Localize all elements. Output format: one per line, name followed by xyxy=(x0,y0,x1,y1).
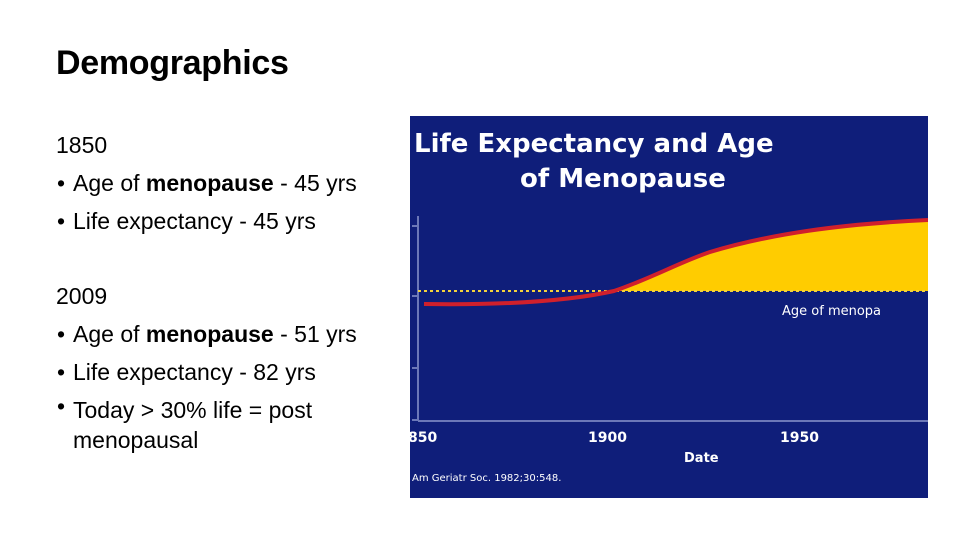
figure-image: Life Expectancy and Age of Menopause Age… xyxy=(410,116,928,498)
figure-title-line1: Life Expectancy and Age xyxy=(414,129,774,159)
bullet-content: 1850 Age of menopause - 45 yrs Life expe… xyxy=(56,126,416,455)
figure-title-line2: of Menopause xyxy=(520,164,726,194)
bullet-2009-life-expectancy: Life expectancy - 82 yrs xyxy=(56,353,416,391)
post-menopause-area xyxy=(614,220,928,291)
menopause-series-label: Age of menopa xyxy=(782,304,881,319)
section-heading-1850: 1850 xyxy=(56,132,108,158)
bullet-2009-menopause: Age of menopause - 51 yrs xyxy=(56,315,416,353)
bullet-today-post-menopausal: Today > 30% life = post menopausal xyxy=(56,391,416,455)
life-expectancy-figure: Life Expectancy and Age of Menopause Age… xyxy=(410,116,928,498)
slide-title: Demographics xyxy=(56,44,289,82)
x-tick-label: 850 xyxy=(410,430,437,446)
bullet-1850-life-expectancy: Life expectancy - 45 yrs xyxy=(56,202,416,240)
life-expectancy-curve xyxy=(423,218,928,307)
x-tick-label: 1950 xyxy=(780,430,819,446)
x-tick-label: 1900 xyxy=(588,430,627,446)
figure-background xyxy=(410,116,928,498)
section-heading-2009: 2009 xyxy=(56,283,108,309)
bullet-1850-menopause: Age of menopause - 45 yrs xyxy=(56,164,416,202)
figure-citation: Am Geriatr Soc. 1982;30:548. xyxy=(412,473,561,484)
x-axis-title: Date xyxy=(684,451,719,466)
